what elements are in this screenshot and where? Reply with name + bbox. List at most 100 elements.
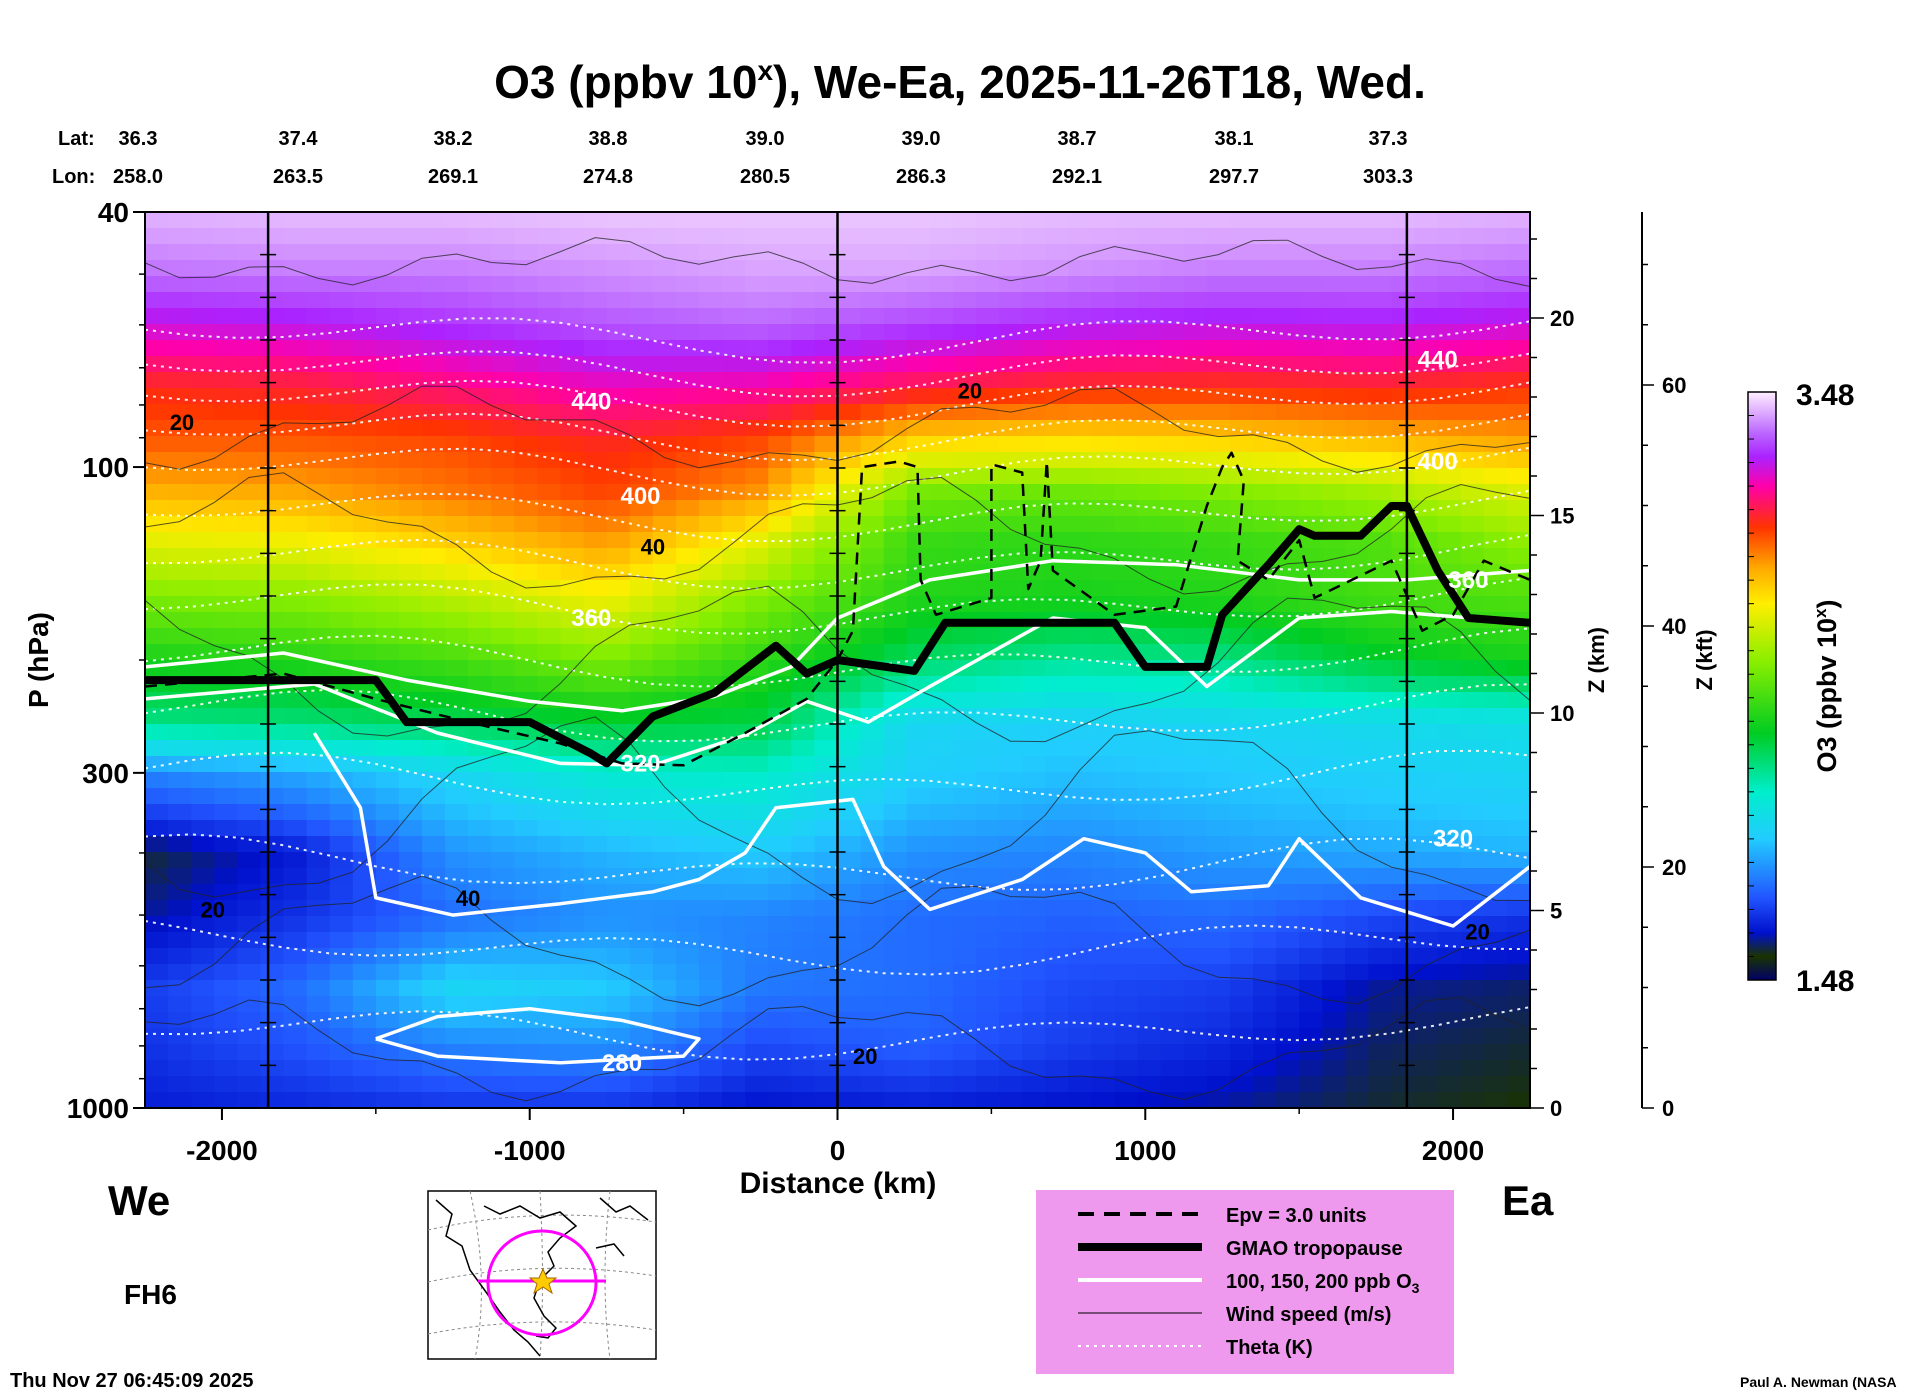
- heatmap-cell: [1276, 372, 1300, 389]
- heatmap-cell: [214, 436, 238, 453]
- heatmap-cell: [1437, 772, 1462, 789]
- heatmap-cell: [191, 404, 215, 421]
- heatmap-cell: [398, 644, 423, 661]
- heatmap-cell: [1414, 852, 1439, 869]
- heatmap-cell: [791, 772, 815, 789]
- heatmap-cell: [952, 692, 977, 709]
- heatmap-cell: [860, 1092, 885, 1108]
- heatmap-cell: [1045, 484, 1069, 501]
- heatmap-cell: [445, 1092, 469, 1108]
- heatmap-cell: [514, 836, 538, 853]
- heatmap-cell: [375, 276, 400, 293]
- heatmap-cell: [976, 820, 1000, 837]
- heatmap-cell: [1345, 724, 1369, 741]
- heatmap-cell: [652, 1076, 677, 1093]
- heatmap-cell: [260, 900, 285, 917]
- heatmap-cell: [1414, 340, 1439, 357]
- heatmap-cell: [837, 964, 862, 981]
- heatmap-cell: [606, 724, 631, 741]
- heatmap-cell: [1322, 484, 1346, 501]
- heatmap-cell: [837, 868, 862, 885]
- heatmap-cell: [329, 916, 354, 933]
- heatmap-cell: [1137, 788, 1162, 805]
- heatmap-cell: [1322, 564, 1346, 581]
- heatmap-cell: [1345, 308, 1369, 325]
- heatmap-cell: [745, 836, 769, 853]
- heatmap-cell: [1160, 340, 1185, 357]
- heatmap-cell: [860, 676, 885, 693]
- heatmap-cell: [1183, 788, 1208, 805]
- heatmap-cell: [260, 1044, 285, 1061]
- heatmap-cell: [214, 372, 238, 389]
- heatmap-cell: [745, 916, 769, 933]
- heatmap-cell: [1160, 756, 1185, 773]
- heatmap-cell: [1253, 772, 1277, 789]
- heatmap-cell: [491, 1076, 515, 1093]
- heatmap-cell: [1276, 1092, 1300, 1108]
- heatmap-cell: [214, 516, 238, 533]
- heatmap-cell: [145, 516, 169, 533]
- heatmap-cell: [745, 244, 769, 261]
- heatmap-cell: [491, 788, 515, 805]
- heatmap-cell: [629, 948, 654, 965]
- heatmap-cell: [445, 852, 469, 869]
- heatmap-cell: [1414, 308, 1439, 325]
- heatmap-cell: [237, 276, 261, 293]
- heatmap-cell: [606, 580, 631, 597]
- heatmap-cell: [1345, 420, 1369, 437]
- heatmap-cell: [1483, 500, 1508, 517]
- heatmap-cell: [1022, 868, 1046, 885]
- heatmap-cell: [976, 212, 1000, 229]
- legend-label-subscript: 3: [1412, 1280, 1420, 1296]
- heatmap-cell: [260, 468, 285, 485]
- heatmap-cell: [514, 276, 538, 293]
- heatmap-cell: [814, 1028, 839, 1045]
- heatmap-cell: [1183, 1092, 1208, 1108]
- heatmap-cell: [514, 228, 538, 245]
- legend-label: 100, 150, 200 ppb O3: [1226, 1271, 1420, 1296]
- heatmap-cell: [883, 260, 908, 277]
- heatmap-cell: [583, 916, 608, 933]
- heatmap-cell: [375, 212, 400, 229]
- heatmap-cell: [860, 772, 885, 789]
- heatmap-cell: [1091, 980, 1116, 997]
- heatmap-cell: [514, 292, 538, 309]
- heatmap-cell: [560, 964, 585, 981]
- heatmap-cell: [722, 980, 746, 997]
- heatmap-cell: [606, 916, 631, 933]
- heatmap-cell: [1022, 852, 1046, 869]
- heatmap-cell: [883, 564, 908, 581]
- heatmap-cell: [675, 356, 700, 373]
- heatmap-cell: [1022, 276, 1046, 293]
- heatmap-cell: [398, 724, 423, 741]
- heatmap-cell: [745, 308, 769, 325]
- heatmap-cell: [560, 420, 585, 437]
- heatmap-cell: [1414, 436, 1439, 453]
- heatmap-cell: [1506, 1060, 1530, 1077]
- heatmap-cell: [306, 436, 331, 453]
- heatmap-cell: [1437, 692, 1462, 709]
- heatmap-cell: [699, 436, 723, 453]
- heatmap-cell: [375, 836, 400, 853]
- heatmap-cell: [352, 228, 377, 245]
- heatmap-cell: [1299, 612, 1323, 629]
- heatmap-cell: [214, 404, 238, 421]
- heatmap-cell: [1114, 772, 1139, 789]
- heatmap-cell: [214, 612, 238, 629]
- heatmap-cell: [791, 628, 815, 645]
- heatmap-cell: [1506, 372, 1530, 389]
- heatmap-cell: [768, 1076, 792, 1093]
- heatmap-cell: [906, 980, 931, 997]
- heatmap-cell: [468, 724, 492, 741]
- heatmap-cell: [629, 868, 654, 885]
- heatmap-cell: [699, 964, 723, 981]
- heatmap-cell: [352, 740, 377, 757]
- heatmap-cell: [1414, 484, 1439, 501]
- heatmap-cell: [1137, 1028, 1162, 1045]
- heatmap-cell: [1299, 564, 1323, 581]
- heatmap-cell: [1437, 244, 1462, 261]
- heatmap-cell: [629, 980, 654, 997]
- heatmap-cell: [1137, 212, 1162, 229]
- heatmap-cell: [606, 452, 631, 469]
- heatmap-cell: [768, 340, 792, 357]
